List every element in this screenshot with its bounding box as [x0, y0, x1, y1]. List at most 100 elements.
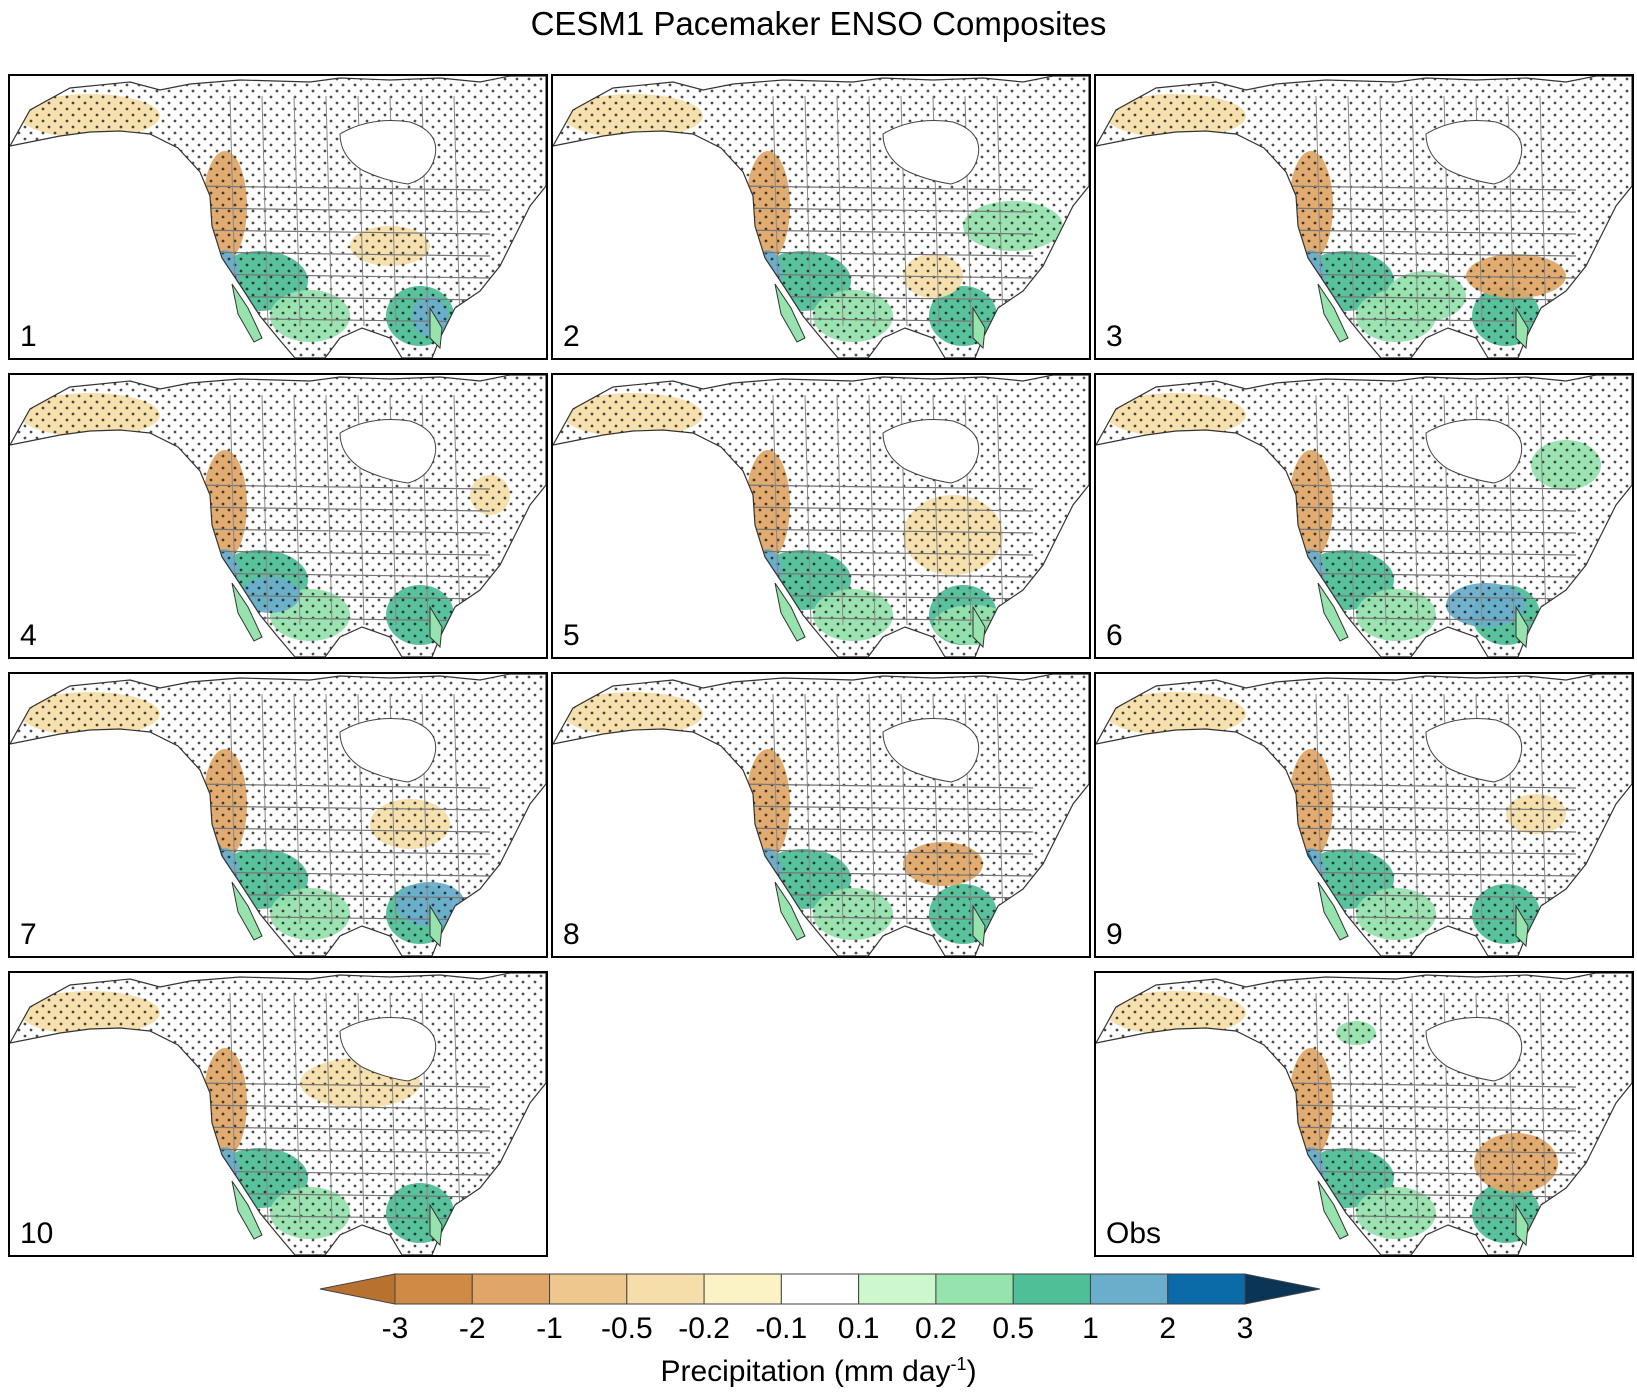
hudson-bay: [882, 718, 980, 783]
panel-label: 8: [563, 918, 580, 951]
map-panel-1: 1: [8, 74, 548, 360]
colorbar-tick-label: 0.2: [915, 1312, 957, 1345]
coastline: [553, 674, 1089, 956]
precip-anomaly-region: [1294, 551, 1308, 579]
hudson-bay: [339, 419, 437, 484]
panel-label: 1: [20, 320, 37, 353]
north-america-map: [553, 375, 1089, 657]
colorbar-box: [858, 1273, 937, 1305]
colorbar-title-end: ): [966, 1355, 977, 1388]
colorbar-box: [626, 1273, 705, 1305]
panel-label: 9: [1106, 918, 1123, 951]
significance-stippling: [10, 76, 546, 358]
panel-label: 2: [563, 320, 580, 353]
hudson-bay: [339, 120, 437, 185]
map-panel-obs: Obs: [1094, 971, 1634, 1257]
hudson-bay: [882, 120, 980, 185]
colorbar-box: [394, 1273, 473, 1305]
colorbar-title-main: Precipitation (mm day: [660, 1355, 951, 1388]
map-panel-5: 5: [551, 373, 1091, 659]
colorbar-tick-label: 2: [1159, 1312, 1176, 1345]
coastline: [1096, 375, 1632, 657]
colorbar-tick-label: 0.1: [838, 1312, 880, 1345]
map-panel-4: 4: [8, 373, 548, 659]
significance-stippling: [10, 973, 546, 1255]
significance-stippling: [553, 674, 1089, 956]
hudson-bay: [339, 1017, 437, 1082]
colorbar-box: [471, 1273, 551, 1305]
hudson-bay: [1425, 120, 1523, 185]
north-america-map: [10, 674, 546, 956]
colorbar-box: [703, 1273, 782, 1305]
colorbar-tick-label: 3: [1237, 1312, 1254, 1345]
coastline: [553, 375, 1089, 657]
coastline: [10, 76, 546, 358]
precip-anomaly-region: [203, 1153, 227, 1193]
significance-stippling: [1096, 76, 1632, 358]
north-america-map: [10, 76, 546, 358]
colorbar-tick-label: 1: [1082, 1312, 1099, 1345]
north-america-map: [1096, 375, 1632, 657]
colorbar: -3 -2 -1 -0.5 -0.2 -0.1 0.1 0.2 0.5 1 2 3: [319, 1273, 1321, 1345]
significance-stippling: [10, 674, 546, 956]
hudson-bay: [1425, 419, 1523, 484]
coastline: [10, 973, 546, 1255]
significance-stippling: [553, 375, 1089, 657]
hudson-bay: [1425, 1017, 1523, 1082]
coastline: [10, 375, 546, 657]
significance-stippling: [553, 76, 1089, 358]
north-america-map: [1096, 674, 1632, 956]
north-america-map: [553, 674, 1089, 956]
map-panel-3: 3: [1094, 74, 1634, 360]
coastline: [1096, 973, 1632, 1255]
significance-stippling: [1096, 973, 1632, 1255]
precip-anomaly-region: [209, 254, 221, 278]
panel-label: 10: [20, 1217, 54, 1250]
map-panel-10: 10: [8, 971, 548, 1257]
hudson-bay: [339, 718, 437, 783]
north-america-map: [1096, 973, 1632, 1255]
colorbar-box: [1012, 1273, 1091, 1305]
colorbar-extend-high: [1244, 1273, 1321, 1305]
colorbar-box: [1167, 1273, 1246, 1305]
map-panel-2: 2: [551, 74, 1091, 360]
map-panel-9: 9: [1094, 672, 1634, 958]
colorbar-tick-label: -1: [536, 1312, 563, 1345]
colorbar-box: [549, 1273, 628, 1305]
colorbar-extend-low: [319, 1273, 396, 1305]
panel-label: 7: [20, 918, 37, 951]
colorbar-tick-label: -0.2: [678, 1312, 730, 1345]
north-america-map: [1096, 76, 1632, 358]
panel-label: 5: [563, 619, 580, 652]
panel-label: Obs: [1106, 1217, 1162, 1250]
coastline: [1096, 674, 1632, 956]
hudson-bay: [1425, 718, 1523, 783]
significance-stippling: [1096, 674, 1632, 956]
north-america-map: [553, 76, 1089, 358]
panel-label: 3: [1106, 320, 1123, 353]
panel-label: 4: [20, 619, 37, 652]
colorbar-tick-label: -2: [459, 1312, 486, 1345]
panel-label: 6: [1106, 619, 1123, 652]
significance-stippling: [10, 375, 546, 657]
map-panel-6: 6: [1094, 373, 1634, 659]
colorbar-tick-label: 0.5: [992, 1312, 1034, 1345]
figure-title: CESM1 Pacemaker ENSO Composites: [530, 5, 1107, 42]
map-panel-8: 8: [551, 672, 1091, 958]
colorbar-title-sup: -1: [950, 1354, 967, 1374]
hudson-bay: [882, 419, 980, 484]
colorbar-tick-label: -0.5: [601, 1312, 653, 1345]
north-america-map: [10, 973, 546, 1255]
colorbar-box: [935, 1273, 1014, 1305]
north-america-map: [10, 375, 546, 657]
colorbar-box: [1089, 1273, 1169, 1305]
colorbar-title: Precipitation (mm day-1): [0, 1346, 1637, 1390]
significance-stippling: [1096, 375, 1632, 657]
coastline: [10, 674, 546, 956]
coastline: [1096, 76, 1632, 358]
colorbar-tick-label: -3: [382, 1312, 409, 1345]
colorbar-tick-label: -0.1: [756, 1312, 808, 1345]
map-panel-7: 7: [8, 672, 548, 958]
coastline: [553, 76, 1089, 358]
colorbar-box: [780, 1273, 860, 1305]
